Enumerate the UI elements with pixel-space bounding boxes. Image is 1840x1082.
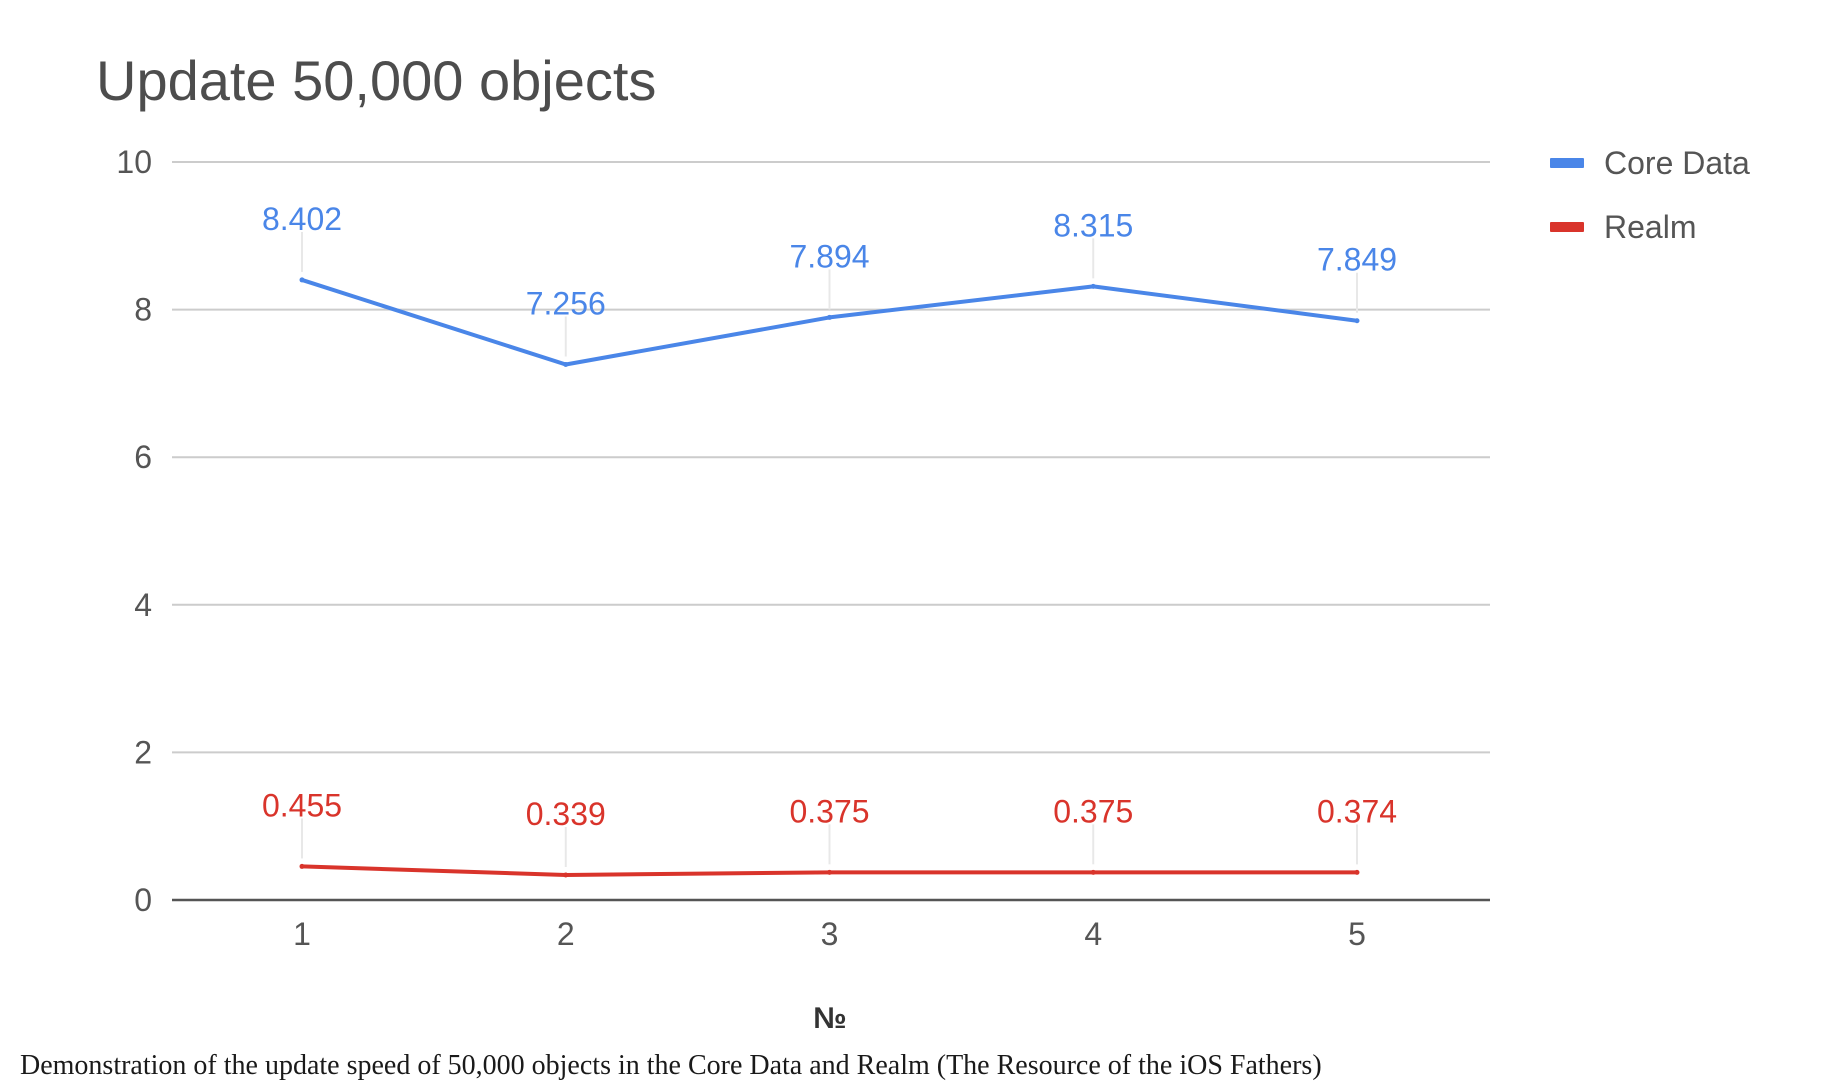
data-label: 7.256 xyxy=(526,286,606,322)
data-labels: 8.402 7.256 7.894 8.315 7.849 0.455 0.339 0.375… xyxy=(262,201,1397,867)
data-point xyxy=(1090,869,1096,875)
chart-title: Update 50,000 objects xyxy=(96,49,656,112)
data-label: 8.315 xyxy=(1053,207,1133,243)
data-point xyxy=(299,277,305,283)
legend-swatch xyxy=(1550,222,1584,232)
legend-label: Realm xyxy=(1604,209,1696,245)
data-label: 0.375 xyxy=(789,793,869,829)
data-point xyxy=(827,869,832,875)
data-label: 0.375 xyxy=(1053,793,1133,829)
x-tick-label: 3 xyxy=(821,916,839,952)
data-point xyxy=(299,863,305,869)
y-tick-label: 6 xyxy=(134,439,152,475)
data-point xyxy=(1090,283,1096,289)
data-point xyxy=(1354,869,1360,875)
y-tick-label: 10 xyxy=(116,144,152,180)
series-lines xyxy=(299,277,1360,878)
data-point xyxy=(827,314,832,320)
data-label: 0.339 xyxy=(526,796,606,832)
legend-label: Core Data xyxy=(1604,145,1750,181)
y-tick-label: 4 xyxy=(134,587,152,623)
data-label: 8.402 xyxy=(262,201,342,237)
x-tick-label: 1 xyxy=(293,916,311,952)
x-axis-label: № xyxy=(813,1002,846,1035)
data-point xyxy=(1354,318,1360,324)
figure-caption: Demonstration of the update speed of 50,… xyxy=(20,1050,1322,1081)
data-label: 7.894 xyxy=(789,238,869,274)
y-tick-label: 0 xyxy=(134,882,152,918)
legend-swatch xyxy=(1550,158,1584,168)
legend: Core Data Realm xyxy=(1550,145,1750,245)
y-axis-ticks: 0 2 4 6 8 10 xyxy=(116,144,152,918)
data-point xyxy=(563,872,569,878)
data-label: 0.455 xyxy=(262,787,342,823)
x-tick-label: 4 xyxy=(1084,916,1102,952)
x-axis-ticks: 1 2 3 4 5 xyxy=(293,916,1366,952)
data-label: 0.374 xyxy=(1317,793,1397,829)
y-tick-label: 8 xyxy=(134,292,152,328)
y-tick-label: 2 xyxy=(134,734,152,770)
data-label: 7.849 xyxy=(1317,242,1397,278)
x-tick-label: 2 xyxy=(557,916,575,952)
data-point xyxy=(563,362,569,368)
x-tick-label: 5 xyxy=(1348,916,1366,952)
